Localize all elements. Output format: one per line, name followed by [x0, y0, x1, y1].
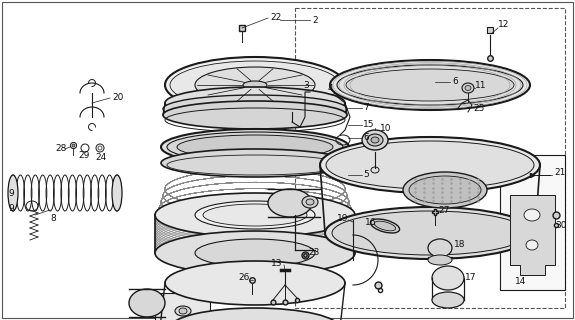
Ellipse shape	[175, 306, 191, 316]
Ellipse shape	[371, 137, 379, 143]
Ellipse shape	[195, 239, 315, 267]
Polygon shape	[510, 195, 555, 275]
Ellipse shape	[432, 266, 464, 290]
Ellipse shape	[330, 60, 530, 110]
Ellipse shape	[409, 176, 481, 204]
Ellipse shape	[326, 141, 534, 189]
Text: 14: 14	[515, 277, 526, 286]
Ellipse shape	[526, 240, 538, 250]
Ellipse shape	[112, 175, 122, 211]
Text: 9: 9	[8, 188, 14, 197]
Ellipse shape	[195, 67, 315, 103]
Text: 12: 12	[498, 20, 509, 28]
Ellipse shape	[370, 219, 400, 233]
Text: 2: 2	[312, 15, 317, 25]
Text: 26: 26	[238, 274, 250, 283]
Text: 27: 27	[438, 205, 450, 214]
Text: 23: 23	[308, 247, 319, 257]
Ellipse shape	[165, 87, 345, 119]
Ellipse shape	[155, 193, 355, 237]
Text: 30: 30	[555, 220, 566, 229]
Ellipse shape	[203, 204, 307, 226]
Text: 29: 29	[78, 150, 89, 159]
Ellipse shape	[243, 81, 267, 89]
Ellipse shape	[165, 57, 345, 113]
Ellipse shape	[195, 201, 315, 229]
Ellipse shape	[177, 135, 333, 159]
Text: 3: 3	[303, 81, 309, 90]
Text: 16: 16	[365, 218, 377, 227]
Ellipse shape	[462, 83, 474, 93]
Ellipse shape	[524, 209, 540, 221]
Ellipse shape	[320, 137, 540, 193]
Ellipse shape	[8, 175, 18, 211]
Bar	[500, 155, 565, 290]
Text: 10: 10	[380, 124, 392, 132]
Text: 9: 9	[8, 204, 14, 212]
Ellipse shape	[167, 132, 343, 162]
Ellipse shape	[337, 65, 523, 105]
Ellipse shape	[332, 211, 528, 255]
Bar	[155, 293, 210, 320]
Ellipse shape	[165, 261, 345, 305]
Text: 4: 4	[328, 84, 334, 92]
Text: 18: 18	[454, 239, 466, 249]
Bar	[295, 8, 565, 308]
Ellipse shape	[428, 239, 452, 257]
Text: 13: 13	[270, 259, 282, 268]
Ellipse shape	[465, 85, 471, 91]
Text: 20: 20	[112, 92, 124, 101]
Ellipse shape	[161, 129, 349, 165]
Text: 15: 15	[363, 119, 374, 129]
Text: 24: 24	[95, 153, 106, 162]
Text: 7: 7	[363, 102, 369, 111]
Ellipse shape	[268, 189, 312, 217]
Ellipse shape	[170, 61, 340, 109]
Ellipse shape	[163, 95, 347, 123]
Text: 6: 6	[363, 132, 369, 141]
Ellipse shape	[346, 69, 514, 101]
Text: 17: 17	[465, 274, 477, 283]
Ellipse shape	[163, 101, 347, 129]
Ellipse shape	[129, 289, 165, 317]
Text: 28: 28	[55, 143, 66, 153]
Ellipse shape	[170, 308, 340, 320]
Ellipse shape	[306, 199, 314, 205]
Ellipse shape	[155, 231, 355, 275]
Ellipse shape	[432, 292, 464, 308]
Text: 6: 6	[452, 76, 458, 85]
Ellipse shape	[428, 255, 452, 265]
Text: 5: 5	[363, 170, 369, 179]
Text: 8: 8	[50, 213, 56, 222]
Text: 21: 21	[554, 167, 565, 177]
Ellipse shape	[302, 196, 318, 208]
Ellipse shape	[325, 207, 535, 259]
Ellipse shape	[161, 149, 349, 177]
Text: 11: 11	[475, 81, 486, 90]
Text: 22: 22	[270, 12, 281, 21]
Ellipse shape	[362, 130, 388, 150]
Text: 19: 19	[337, 213, 348, 222]
Ellipse shape	[374, 221, 396, 231]
Ellipse shape	[403, 172, 487, 208]
Ellipse shape	[367, 134, 383, 146]
Text: 25: 25	[473, 103, 484, 113]
Ellipse shape	[179, 308, 187, 314]
